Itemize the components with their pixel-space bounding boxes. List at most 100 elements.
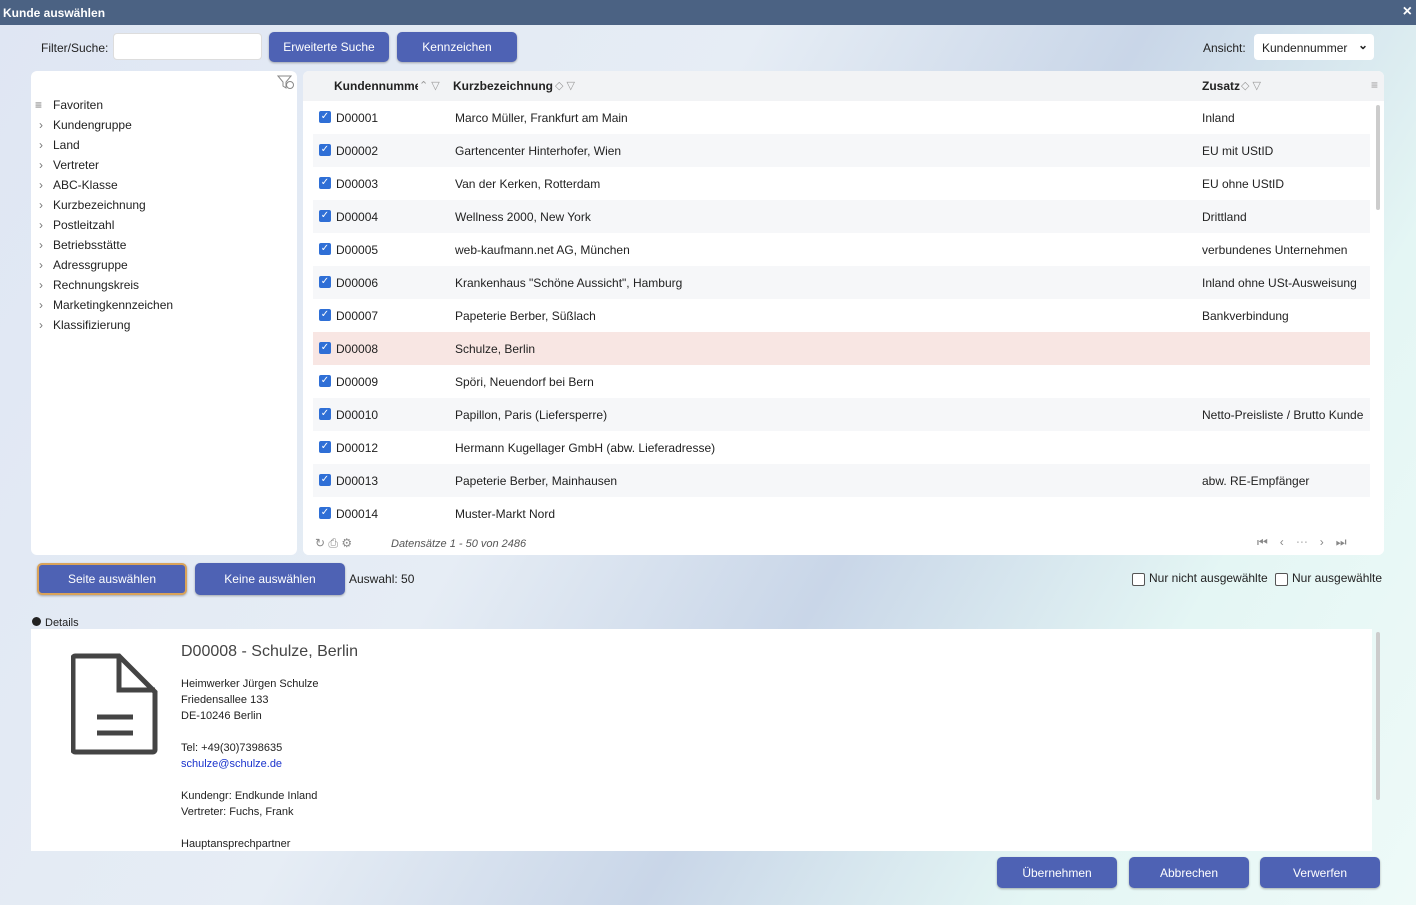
row-checkbox[interactable]: ✓ [319,474,331,486]
address-line: Friedensallee 133 [181,694,269,706]
customer-extra: Drittland [1202,210,1247,224]
row-checkbox[interactable]: ✓ [319,309,331,321]
row-checkbox[interactable]: ✓ [319,144,331,156]
table-row[interactable]: ✓ D00008 Schulze, Berlin [313,332,1370,365]
contact-heading: Hauptansprechpartner [181,838,291,850]
expand-arrow[interactable]: › [39,118,43,132]
expand-arrow[interactable]: › [39,138,43,152]
customer-id: D00001 [336,111,379,125]
column-header[interactable]: Kundennummer [334,79,418,93]
table-row[interactable]: ✓ D00007 Papeterie Berber, Süßlach Bankverb… [313,299,1370,332]
footer-icons[interactable]: ↻ ⎙ ⚙ [315,536,353,550]
tree-item[interactable]: Favoriten [53,98,104,112]
tree-item[interactable]: Vertreter [53,158,100,172]
customer-id: D00006 [336,276,379,290]
address-line: Heimwerker Jürgen Schulze [181,678,319,690]
scrollbar[interactable] [1376,105,1380,210]
selection-count: Auswahl: 50 [349,572,415,586]
title: Kunde auswählen [3,6,106,20]
expand-arrow[interactable]: › [39,178,43,192]
action-button[interactable]: Abbrechen [1129,857,1249,888]
sort-filter-icons[interactable]: ◇ ▽ [1241,80,1261,92]
expand-arrow[interactable]: › [39,158,43,172]
view-select[interactable]: Kundennummer ⌄ [1254,34,1374,60]
filter-icon[interactable] [277,74,295,90]
customer-name: Hermann Kugellager GmbH (abw. Lieferadre… [455,441,716,455]
customer-extra: Bankverbindung [1202,309,1289,323]
column-menu[interactable]: ≡ [1371,78,1379,92]
row-checkbox[interactable]: ✓ [319,210,331,222]
toolbar-button[interactable]: Erweiterte Suche [269,32,389,62]
table-header [303,71,1384,101]
details-heading: D00008 - Schulze, Berlin [181,643,358,660]
tree-item[interactable]: Betriebsstätte [53,238,127,252]
expand-arrow[interactable]: › [39,258,43,272]
tree-item[interactable]: Kundengruppe [53,118,132,132]
row-checkbox[interactable]: ✓ [319,177,331,189]
table-row[interactable]: ✓ D00009 Spöri, Neuendorf bei Bern [313,365,1370,398]
table-row[interactable]: ✓ D00014 Muster-Markt Nord [313,497,1370,530]
table-row[interactable]: ✓ D00005 web-kaufmann.net AG, München verbu… [313,233,1370,266]
tree-item[interactable]: Marketingkennzeichen [53,298,174,312]
table-row[interactable]: ✓ D00013 Papeterie Berber, Mainhausen abw. … [313,464,1370,497]
select-button[interactable]: Seite auswählen [37,563,187,595]
tree-item[interactable]: Klassifizierung [53,318,131,332]
expand-arrow[interactable]: › [39,298,43,312]
meta-line: Kundengr: Endkunde Inland [181,790,318,802]
customer-extra: Inland [1202,111,1235,125]
pager[interactable]: ⏮‹⋯›⏭ [1257,535,1359,549]
filter-option[interactable]: Nur nicht ausgewählte [1149,571,1268,585]
sort-filter-icons[interactable]: ⌃ ▽ [419,80,440,92]
close-button[interactable]: × [1402,3,1412,20]
details-label: Details [45,617,79,629]
row-checkbox[interactable]: ✓ [319,441,331,453]
row-checkbox[interactable]: ✓ [319,408,331,420]
action-button[interactable]: Verwerfen [1260,857,1380,888]
tree-item[interactable]: Rechnungskreis [53,278,140,292]
tree-item[interactable]: ABC-Klasse [53,178,118,192]
details-scrollbar[interactable] [1376,632,1380,800]
expand-arrow[interactable]: › [39,218,43,232]
tree-item[interactable]: Kurzbezeichnung [53,198,146,212]
customer-id: D00012 [336,441,379,455]
email-link[interactable]: schulze@schulze.de [181,758,283,770]
row-checkbox[interactable]: ✓ [319,507,331,519]
column-header[interactable]: Kurzbezeichnung [453,79,554,93]
filter-option[interactable]: Nur ausgewählte [1292,571,1383,585]
row-checkbox[interactable]: ✓ [319,111,331,123]
tree-item[interactable]: Adressgruppe [53,258,128,272]
column-header[interactable]: Zusatz [1202,79,1241,93]
record-count: Datensätze 1 - 50 von 2486 [391,538,527,550]
table-row[interactable]: ✓ D00003 Van der Kerken, Rotterdam EU ohne … [313,167,1370,200]
customer-name: Gartencenter Hinterhofer, Wien [455,144,622,158]
customer-extra: Inland ohne USt-Ausweisung [1202,276,1357,290]
row-checkbox[interactable]: ✓ [319,243,331,255]
search-input[interactable] [113,33,262,60]
table-row[interactable]: ✓ D00012 Hermann Kugellager GmbH (abw. Lie… [313,431,1370,464]
select-button[interactable]: Keine auswählen [195,563,345,595]
tree-item[interactable]: Postleitzahl [53,218,115,232]
customer-extra: EU mit UStID [1202,144,1274,158]
row-checkbox[interactable]: ✓ [319,276,331,288]
table-row[interactable]: ✓ D00010 Papillon, Paris (Liefersperre) Net… [313,398,1370,431]
action-button[interactable]: Übernehmen [997,857,1117,888]
filter-checkbox[interactable] [1132,573,1145,586]
toolbar-button[interactable]: Kennzeichen [397,32,517,62]
tree-item[interactable]: Land [53,138,80,152]
expand-arrow[interactable]: › [39,198,43,212]
table-row[interactable]: ✓ D00006 Krankenhaus "Schöne Aussicht", Ha… [313,266,1370,299]
expand-arrow[interactable]: › [39,238,43,252]
expand-arrow[interactable]: › [39,278,43,292]
sort-filter-icons[interactable]: ◇ ▽ [555,80,575,92]
customer-name: Krankenhaus "Schöne Aussicht", Hamburg [455,276,683,290]
customer-id: D00007 [336,309,379,323]
row-checkbox[interactable]: ✓ [319,342,331,354]
table-row[interactable]: ✓ D00001 Marco Müller, Frankfurt am Main In… [313,101,1370,134]
table-row[interactable]: ✓ D00002 Gartencenter Hinterhofer, Wien EU … [313,134,1370,167]
filter-lines[interactable]: ≡ [35,98,43,112]
expand-arrow[interactable]: › [39,318,43,332]
filter-checkbox[interactable] [1275,573,1288,586]
row-checkbox[interactable]: ✓ [319,375,331,387]
table-row[interactable]: ✓ D00004 Wellness 2000, New York Drittland [313,200,1370,233]
